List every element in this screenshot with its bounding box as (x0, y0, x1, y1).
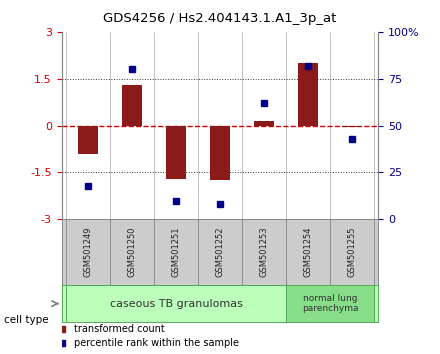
Text: cell type: cell type (4, 315, 49, 325)
Text: GSM501253: GSM501253 (260, 227, 268, 278)
Text: GDS4256 / Hs2.404143.1.A1_3p_at: GDS4256 / Hs2.404143.1.A1_3p_at (103, 12, 337, 25)
Text: GSM501255: GSM501255 (348, 227, 356, 277)
Bar (210, 126, 230, 180)
Bar (66, 285, 286, 322)
Bar (166, 126, 186, 179)
Bar (286, 285, 374, 322)
Bar (198, 219, 242, 285)
Bar (66, 219, 110, 285)
Bar (254, 121, 274, 126)
Text: GSM501250: GSM501250 (128, 227, 136, 277)
Bar (122, 85, 142, 126)
Text: percentile rank within the sample: percentile rank within the sample (74, 338, 239, 348)
Bar (242, 219, 286, 285)
Text: GSM501254: GSM501254 (304, 227, 312, 277)
Bar (330, 219, 374, 285)
Bar (298, 63, 318, 126)
Bar (110, 219, 154, 285)
Text: GSM501252: GSM501252 (216, 227, 224, 277)
Bar (154, 219, 198, 285)
Bar (342, 126, 362, 127)
Text: GSM501251: GSM501251 (172, 227, 180, 277)
Text: GSM501249: GSM501249 (84, 227, 92, 277)
Text: normal lung
parenchyma: normal lung parenchyma (302, 294, 358, 313)
Text: caseous TB granulomas: caseous TB granulomas (110, 299, 242, 309)
Bar (286, 219, 330, 285)
Bar (78, 126, 98, 154)
Text: transformed count: transformed count (74, 324, 165, 335)
